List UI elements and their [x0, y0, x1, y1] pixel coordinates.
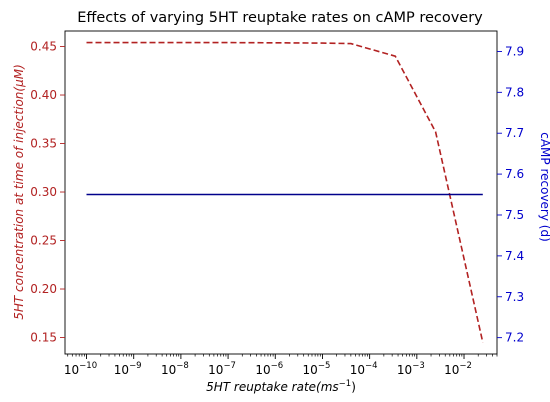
y-left-tick-label: 0.15	[30, 331, 57, 345]
y-left-tick-label: 0.35	[30, 137, 57, 151]
x-tick-label: 10−3	[397, 361, 425, 377]
x-axis-label: 5HT reuptake rate(ms−1)	[206, 379, 356, 394]
x-tick-label: 10−6	[255, 361, 283, 377]
x-tick-label: 10−8	[161, 361, 189, 377]
x-axis-label-main: 5HT reuptake rate	[206, 380, 316, 394]
x-tick-label: 10−7	[208, 361, 236, 377]
y-right-tick-label: 7.4	[505, 249, 524, 263]
y-right-tick-label: 7.6	[505, 167, 524, 181]
y-right-tick-label: 7.5	[505, 208, 524, 222]
x-tick-label: 10−4	[350, 361, 378, 377]
x-axis-label-unit: (ms	[316, 380, 339, 394]
y-right-tick-label: 7.8	[505, 85, 524, 99]
y-right-tick-label: 7.2	[505, 331, 524, 345]
y-axis-left-label: 5HT concentration at time of injection(μ…	[12, 64, 26, 320]
y-axis-right: 7.2 7.3 7.4 7.5 7.6 7.7 7.8 7.9	[497, 44, 524, 345]
y-axis-left: 0.15 0.20 0.25 0.30 0.35 0.40 0.45	[30, 40, 65, 345]
y-axis-right-label: cAMP recovery (d)	[538, 132, 550, 242]
x-tick-label: 10−2	[444, 361, 472, 377]
y-right-tick-label: 7.7	[505, 126, 524, 140]
x-axis-label-close: )	[351, 380, 356, 394]
x-axis: 10−10 10−9 10−8 10−7 10−6 10−5 10−4 10−3 10−2	[64, 354, 498, 377]
x-tick-label: 10−5	[303, 361, 331, 377]
x-axis-label-sup: −1	[339, 379, 352, 389]
y-left-tick-label: 0.45	[30, 40, 57, 54]
series-5ht-concentration-line	[86, 41, 484, 343]
chart-title: Effects of varying 5HT reuptake rates on…	[77, 10, 483, 26]
y-left-tick-label: 0.20	[30, 282, 57, 296]
y-left-tick-label: 0.25	[30, 234, 57, 248]
plot-area	[64, 30, 498, 355]
x-tick-label: 10−10	[64, 361, 97, 377]
y-right-tick-label: 7.9	[505, 44, 524, 58]
y-left-tick-label: 0.40	[30, 88, 57, 102]
x-tick-label: 10−9	[114, 361, 142, 377]
plot-frame	[64, 30, 498, 355]
y-right-tick-label: 7.3	[505, 290, 524, 304]
y-left-tick-label: 0.30	[30, 185, 57, 199]
